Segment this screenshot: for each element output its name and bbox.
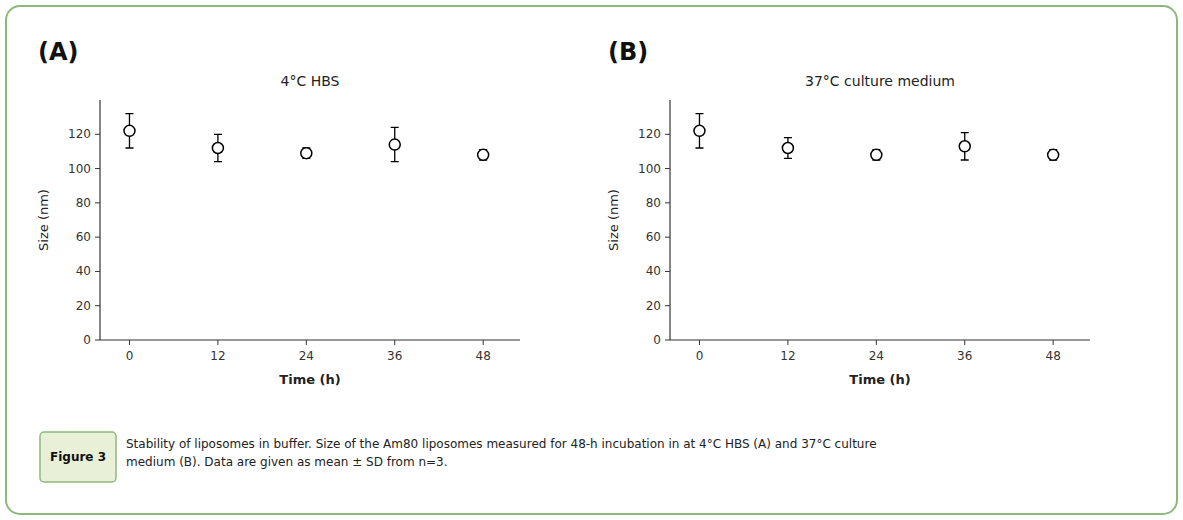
panel: 0 12 24 36 48 0 20 40 60 80 100 120 Time (h) Size (nm…	[36, 38, 520, 387]
caption-group: Figure 3 Stability of liposomes in buffer…	[40, 432, 877, 482]
caption: Stability of liposomes in buffer. Size o…	[126, 437, 877, 469]
x-tick-label: 12	[780, 349, 795, 363]
background	[0, 0, 1183, 520]
x-axis-label: Time (h)	[279, 372, 340, 387]
x-tick	[306, 340, 307, 345]
y-tick-label: 60	[646, 230, 661, 244]
x-tick	[1053, 340, 1054, 345]
y-tick	[95, 305, 100, 306]
x-tick-label: 48	[1046, 349, 1061, 363]
y-tick-label: 20	[76, 299, 91, 313]
figure-label-box	[40, 432, 116, 482]
x-tick	[699, 340, 700, 345]
panel-label: (B)	[608, 38, 648, 66]
y-tick	[95, 237, 100, 238]
y-tick	[95, 271, 100, 272]
y-tick	[665, 168, 670, 169]
x-tick-label: 36	[957, 349, 972, 363]
y-tick	[95, 134, 100, 135]
x-tick-label: 24	[869, 349, 884, 363]
figure: 012243648020406080100120Time (h)Size (nm…	[0, 0, 1183, 520]
y-tick	[665, 237, 670, 238]
x-tick-label: 36	[387, 349, 402, 363]
y-axis-line	[99, 100, 100, 340]
panel-label: (A)	[38, 38, 79, 66]
x-tick-label: 12	[210, 349, 225, 363]
x-tick	[876, 340, 877, 345]
x-axis-label: Time (h)	[849, 372, 910, 387]
y-tick	[665, 202, 670, 203]
title: 4°C HBS	[281, 73, 340, 89]
x-tick-label: 48	[476, 349, 491, 363]
y-axis-label: Size (nm)	[36, 189, 51, 251]
y-axis-line	[669, 100, 670, 340]
y-tick	[95, 168, 100, 169]
y-tick	[665, 271, 670, 272]
x-tick	[217, 340, 218, 345]
x-tick-label: 24	[299, 349, 314, 363]
title: 37°C culture medium	[805, 73, 955, 89]
x-tick-label: 0	[696, 349, 704, 363]
y-tick-label: 40	[76, 264, 91, 278]
y-tick-label: 20	[646, 299, 661, 313]
y-tick-label: 120	[638, 127, 661, 141]
y-tick	[665, 340, 670, 341]
point	[959, 141, 970, 152]
y-tick	[665, 134, 670, 135]
x-tick	[129, 340, 130, 345]
point	[301, 148, 312, 159]
point	[478, 149, 489, 160]
y-tick-label: 0	[653, 333, 661, 347]
y-tick-label: 0	[83, 333, 91, 347]
y-tick-label: 100	[638, 162, 661, 176]
y-tick-label: 40	[646, 264, 661, 278]
point	[212, 143, 223, 154]
panel: 0 12 24 36 48 0 20 40 60 80 100 120 Time (h) Size (nm…	[606, 38, 1090, 387]
x-tick	[964, 340, 965, 345]
y-tick-label: 120	[68, 127, 91, 141]
x-tick-label: 0	[126, 349, 134, 363]
caption-line: medium (B). Data are given as mean ± SD …	[126, 455, 448, 469]
x-tick	[394, 340, 395, 345]
point	[871, 149, 882, 160]
y-tick-label: 100	[68, 162, 91, 176]
y-tick-label: 60	[76, 230, 91, 244]
marks	[694, 114, 1059, 161]
y-tick-label: 80	[76, 196, 91, 210]
outer-border	[6, 6, 1177, 514]
caption-line: Stability of liposomes in buffer. Size o…	[126, 437, 877, 451]
y-tick-label: 80	[646, 196, 661, 210]
point	[389, 139, 400, 150]
y-axis-label: Size (nm)	[606, 189, 621, 251]
figure-label: Figure 3	[50, 450, 106, 464]
y-tick	[95, 340, 100, 341]
y-tick	[95, 202, 100, 203]
marks	[124, 114, 489, 162]
point	[1048, 149, 1059, 160]
y-tick	[665, 305, 670, 306]
x-axis-line	[670, 339, 1090, 340]
point	[782, 143, 793, 154]
x-tick	[787, 340, 788, 345]
point	[694, 125, 705, 136]
point	[124, 125, 135, 136]
x-axis-line	[100, 339, 520, 340]
x-tick	[483, 340, 484, 345]
